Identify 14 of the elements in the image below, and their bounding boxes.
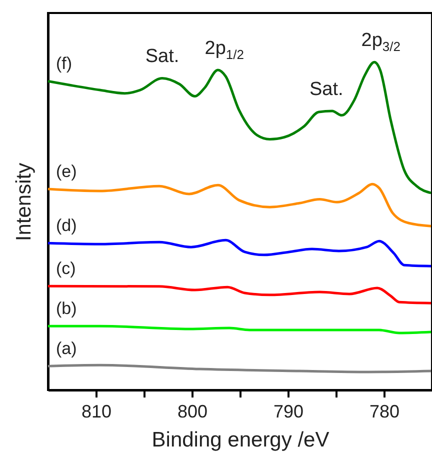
x-tick-label: 790 xyxy=(273,402,304,422)
series-label: (e) xyxy=(56,162,77,182)
series-label: (f) xyxy=(56,54,72,74)
x-tick-label: 810 xyxy=(81,402,112,422)
annotation: Sat. xyxy=(309,79,344,100)
x-tick-label: 780 xyxy=(369,402,400,422)
y-axis-title: Intensity xyxy=(12,162,36,242)
series-label: (b) xyxy=(56,299,77,318)
series-label: (c) xyxy=(56,259,76,278)
series-label: (d) xyxy=(56,216,77,236)
x-tick-label: 800 xyxy=(177,402,208,422)
series-label: (a) xyxy=(56,339,77,358)
x-axis-title: Binding energy /eV xyxy=(152,428,330,452)
annotation: Sat. xyxy=(145,46,180,68)
